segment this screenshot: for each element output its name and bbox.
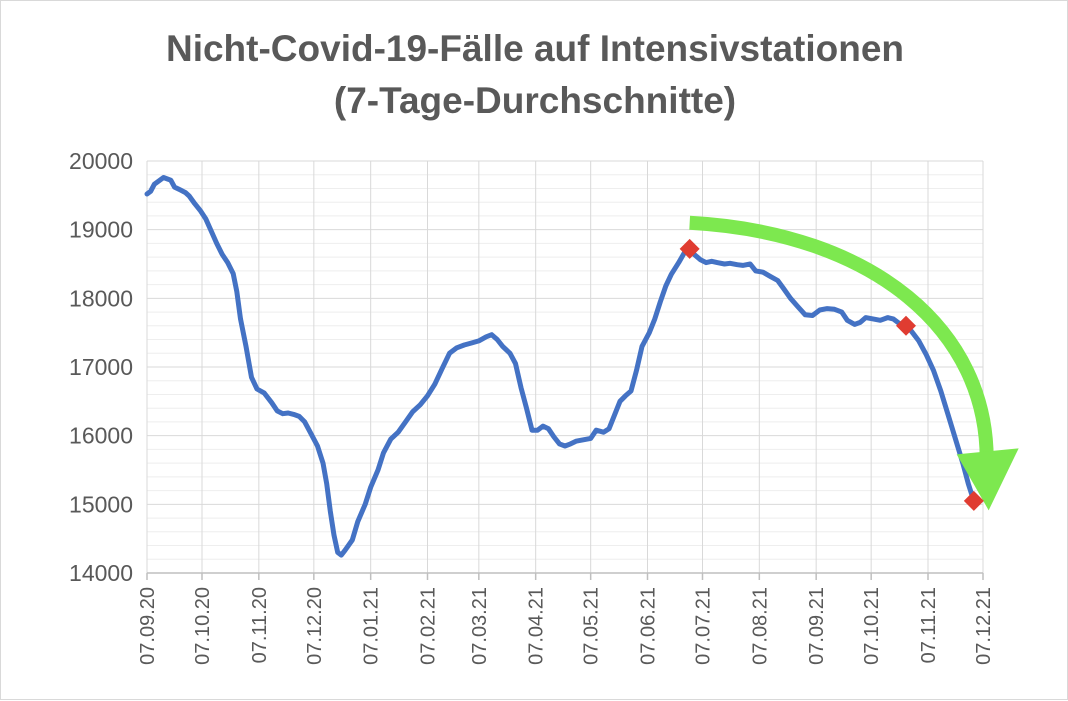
- x-tick-label: 07.06.21: [638, 587, 660, 665]
- x-tick-label: 07.01.21: [361, 587, 383, 665]
- x-tick-label: 07.11.21: [918, 587, 940, 663]
- y-tick-label: 20000: [69, 148, 133, 174]
- x-tick-label: 07.05.21: [581, 587, 603, 665]
- series-line: [144, 175, 977, 558]
- y-tick-label: 18000: [69, 285, 133, 311]
- y-tick-label: 19000: [69, 217, 133, 243]
- y-tick-label: 16000: [69, 423, 133, 449]
- arrow-shaft: [689, 215, 994, 463]
- x-tick-label: 07.08.21: [749, 587, 771, 665]
- x-tick-label: 07.11.20: [249, 587, 271, 663]
- x-tick-label: 07.09.21: [806, 587, 828, 665]
- x-tick-label: 07.07.21: [693, 587, 715, 665]
- x-tick-label: 07.12.21: [973, 587, 995, 665]
- chart-title-line-1: Nicht-Covid-19-Fälle auf Intensivstation…: [165, 28, 905, 69]
- arrow-head: [956, 448, 1019, 511]
- x-tick-label: 07.04.21: [526, 587, 548, 665]
- x-tick-label: 07.10.21: [861, 587, 883, 665]
- y-tick-label: 14000: [69, 560, 133, 586]
- data-point-marker: [679, 238, 700, 259]
- x-tick-label: 07.10.20: [192, 587, 214, 665]
- x-tick-label: 07.12.20: [304, 587, 326, 665]
- y-tick-label: 17000: [69, 354, 133, 380]
- data-point-marker: [896, 315, 916, 336]
- x-tick-label: 07.02.21: [418, 587, 440, 665]
- y-tick-label: 15000: [69, 491, 133, 517]
- chart-title: Nicht-Covid-19-Fälle auf Intensivstation…: [1, 23, 1068, 127]
- x-tick-label: 07.03.21: [469, 587, 491, 665]
- x-tick-label: 07.09.20: [137, 587, 159, 665]
- data-point-marker: [963, 490, 984, 511]
- chart-title-line-2: (7-Tage-Durchschnitte): [333, 80, 737, 121]
